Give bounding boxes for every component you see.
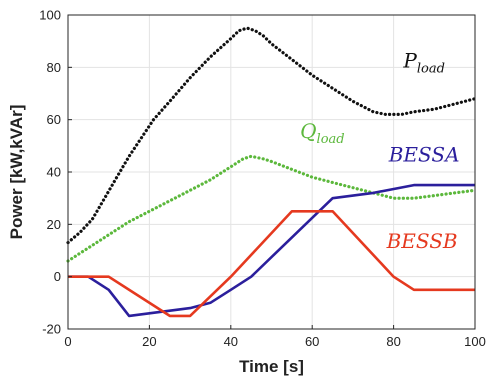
x-tick-label: 80	[386, 334, 400, 349]
y-tick-label: 100	[39, 8, 61, 23]
annotation-q-load: Qload	[300, 119, 344, 147]
annotation-main-text: BESSB	[386, 229, 458, 253]
series-line-bessa	[68, 183, 475, 318]
annotation-subscript-text: load	[417, 61, 445, 76]
y-tick-label: 0	[54, 269, 61, 284]
annotation-p-load: Pload	[402, 48, 445, 76]
x-tick-label: 100	[464, 334, 486, 349]
annotation-main-text: P	[402, 48, 417, 72]
grid-lines	[67, 14, 476, 330]
series-line-q-load	[66, 154, 477, 263]
annotation-bessa: BESSA	[388, 143, 460, 167]
y-tick-label: -20	[42, 322, 61, 337]
annotation-main-text: BESSA	[388, 143, 460, 167]
y-tick-label: 40	[47, 165, 61, 180]
series-lines	[66, 26, 477, 318]
series-line-p-load	[66, 26, 477, 245]
annotation-bessb: BESSB	[386, 229, 458, 253]
x-tick-label: 60	[305, 334, 319, 349]
series-line-bessb	[68, 210, 475, 318]
x-tick-label: 20	[142, 334, 156, 349]
y-tick-label: 60	[47, 112, 61, 127]
x-axis-label: Time [s]	[239, 357, 304, 376]
y-tick-label: 80	[47, 60, 61, 75]
annotation-main-text: Q	[300, 119, 316, 143]
y-tick-label: 20	[47, 217, 61, 232]
x-tick-label: 40	[224, 334, 238, 349]
y-axis-label: Power [kW,kVAr]	[7, 105, 26, 240]
annotation-subscript-text: load	[317, 132, 345, 147]
x-tick-label: 0	[64, 334, 71, 349]
